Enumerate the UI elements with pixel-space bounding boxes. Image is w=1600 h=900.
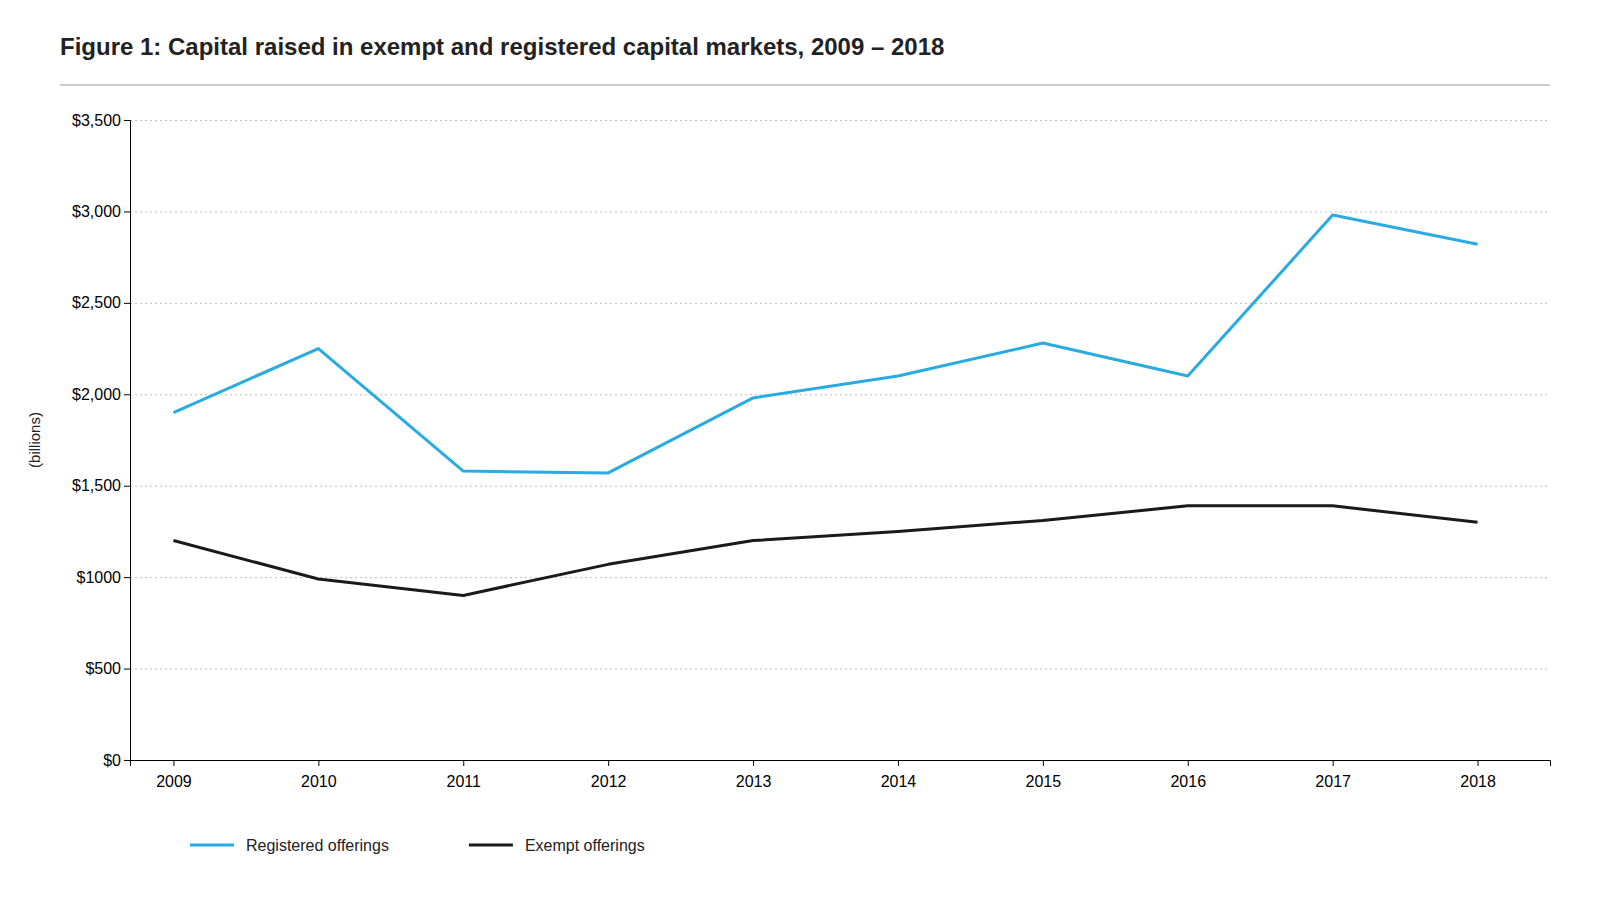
x-tick-label: 2009 <box>156 773 192 790</box>
x-tick-mark <box>173 760 174 766</box>
series-line <box>173 506 1477 596</box>
x-tick: 2018 <box>1460 760 1496 790</box>
y-tick-label: $0 <box>103 752 121 769</box>
x-tick-label: 2012 <box>591 773 627 790</box>
x-tick-label: 2016 <box>1170 773 1206 790</box>
series-line <box>173 215 1477 473</box>
y-tick: $3,500 <box>72 112 130 129</box>
title: Figure 1: Capital raised in exempt and r… <box>60 33 944 60</box>
y-tick-mark <box>124 303 130 304</box>
y-axis: $0 $500 $1000 $1,500 $2,000 $2,500 $3,000 $3,50… <box>72 112 130 769</box>
series-group <box>173 215 1477 595</box>
legend-item: Registered offerings <box>190 837 389 854</box>
x-tick: 2009 <box>156 760 192 790</box>
grid-line <box>130 486 1550 487</box>
y-tick: $500 <box>85 660 130 677</box>
x-tick-label: 2018 <box>1460 773 1496 790</box>
y-tick-label: $1,500 <box>72 477 121 494</box>
x-tick-label: 2013 <box>736 773 772 790</box>
x-tick-mark <box>608 760 609 766</box>
legend: Registered offerings Exempt offerings <box>190 837 645 854</box>
x-tick-mark <box>1043 760 1044 766</box>
grid-tick <box>130 669 1550 670</box>
y-tick: $1,500 <box>72 477 130 494</box>
x-tick: 2013 <box>736 760 772 790</box>
y-tick-mark <box>124 486 130 487</box>
y-tick-mark <box>124 394 130 395</box>
x-tick-mark <box>1188 760 1189 766</box>
x-tick-mark <box>753 760 754 766</box>
grid-line <box>130 577 1550 578</box>
x-tick-mark <box>463 760 464 766</box>
grid-tick <box>130 211 1550 212</box>
y-tick-label: $3,000 <box>72 203 121 220</box>
y-tick-mark <box>124 669 130 670</box>
x-tick-mark <box>318 760 319 766</box>
grid-tick <box>130 394 1550 395</box>
y-tick: $2,500 <box>72 294 130 311</box>
y-tick-mark <box>124 760 130 761</box>
y-tick: $1000 <box>77 569 131 586</box>
grid-tick <box>130 577 1550 578</box>
y-tick-mark <box>124 120 130 121</box>
y-tick-label: $500 <box>85 660 121 677</box>
x-tick-label: 2011 <box>447 773 482 790</box>
y-tick-label: $2,000 <box>72 386 121 403</box>
y-tick: $3,000 <box>72 203 130 220</box>
plot-area: $0 $500 $1000 $1,500 $2,000 $2,500 $3,000 $3,50… <box>72 112 1550 790</box>
y-axis-line <box>124 121 131 761</box>
legend-label: Exempt offerings <box>525 837 645 854</box>
x-axis-line <box>131 761 1551 767</box>
x-tick: 2014 <box>881 760 917 790</box>
y-axis-title: (billions) <box>26 412 43 468</box>
x-tick-mark <box>1333 760 1334 766</box>
legend-swatch <box>469 844 513 847</box>
x-tick: 2016 <box>1170 760 1206 790</box>
grid-tick <box>130 486 1550 487</box>
grid-line <box>130 211 1550 212</box>
x-tick: 2015 <box>1026 760 1062 790</box>
y-tick-mark <box>124 577 130 578</box>
y-tick: $0 <box>103 752 130 769</box>
legend-label: Registered offerings <box>246 837 389 854</box>
x-tick-label: 2015 <box>1026 773 1062 790</box>
y-tick-label: $3,500 <box>72 112 121 129</box>
grid-tick <box>130 303 1550 304</box>
x-axis: 2009 2010 2011 2012 2013 2014 2015 2016 2017 2018 <box>131 760 1551 790</box>
grid-line <box>130 303 1550 304</box>
grid-line <box>130 394 1550 395</box>
x-tick-label: 2017 <box>1315 773 1351 790</box>
legend-item: Exempt offerings <box>469 837 645 854</box>
y-tick: $2,000 <box>72 386 130 403</box>
y-tick-mark <box>124 211 130 212</box>
x-tick-label: 2010 <box>301 773 337 790</box>
grid-tick <box>130 120 1550 121</box>
x-tick-mark <box>898 760 899 766</box>
grid-line <box>130 669 1550 670</box>
legend-swatch <box>190 844 234 847</box>
x-tick: 2010 <box>301 760 337 790</box>
x-tick-mark <box>1478 760 1479 766</box>
y-tick-label: $2,500 <box>72 294 121 311</box>
chart: Figure 1: Capital raised in exempt and r… <box>0 0 1600 900</box>
x-tick: 2012 <box>591 760 627 790</box>
grid <box>130 121 1550 761</box>
y-tick-label: $1000 <box>77 569 122 586</box>
x-tick-label: 2014 <box>881 773 917 790</box>
x-tick: 2017 <box>1315 760 1351 790</box>
title-separator <box>60 85 1550 86</box>
grid-line <box>130 120 1550 121</box>
x-tick: 2011 <box>447 760 482 790</box>
